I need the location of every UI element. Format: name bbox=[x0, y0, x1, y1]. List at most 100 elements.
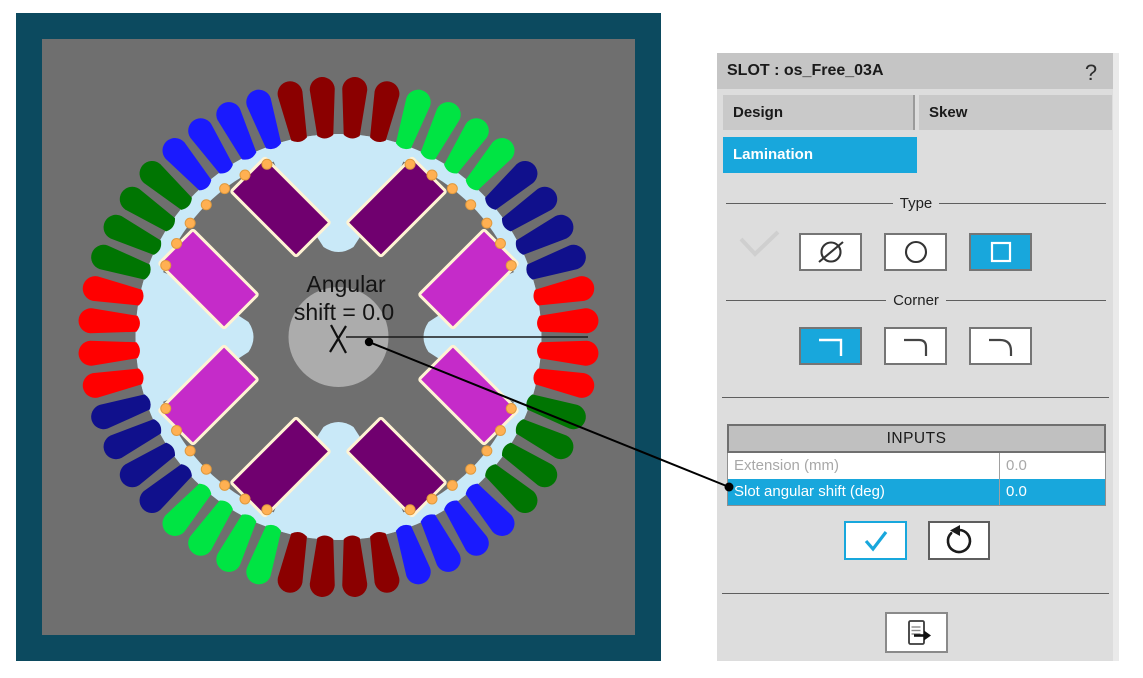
section-divider bbox=[722, 397, 1109, 398]
rotor-pole bbox=[135, 228, 259, 446]
large-fillet-corner-icon bbox=[988, 338, 1012, 356]
table-row-slot-angular-shift[interactable]: Slot angular shift (deg) 0.0 bbox=[728, 479, 1105, 505]
rotor-surface-dot bbox=[494, 425, 506, 436]
slot-dialog: SLOT : os_Free_03A ? Design Skew Laminat… bbox=[717, 53, 1119, 661]
tab-skew[interactable]: Skew bbox=[919, 95, 1112, 130]
legend-rule bbox=[939, 202, 1106, 204]
stator-slot-winding bbox=[342, 77, 368, 139]
apply-button[interactable] bbox=[844, 521, 907, 560]
rotor-surface-dot bbox=[404, 504, 416, 516]
rotor-surface-dot bbox=[404, 158, 416, 170]
export-button[interactable] bbox=[885, 612, 948, 653]
stator-slot-winding bbox=[537, 308, 599, 334]
stator-slot-winding bbox=[395, 89, 431, 150]
dialog-title: SLOT : os_Free_03A bbox=[727, 62, 884, 79]
stator-slot-winding bbox=[309, 535, 335, 597]
table-row-extension[interactable]: Extension (mm) 0.0 bbox=[728, 453, 1105, 479]
checkmark-icon bbox=[864, 530, 887, 552]
stator-slot-winding bbox=[162, 483, 212, 536]
type-section-legend: Type bbox=[726, 194, 1106, 212]
corner-sharp-button[interactable] bbox=[799, 327, 862, 365]
rotor-surface-dot bbox=[481, 217, 493, 229]
stator-slot-winding bbox=[119, 186, 175, 232]
legend-rule bbox=[726, 299, 887, 301]
rotate-ccw-icon bbox=[946, 524, 972, 553]
slot-type-none-button[interactable] bbox=[799, 233, 862, 271]
stator-slot-winding bbox=[502, 186, 558, 232]
shaft bbox=[288, 287, 389, 387]
legend-rule bbox=[945, 299, 1107, 301]
stator-slot-winding bbox=[78, 308, 140, 334]
stator-slot-winding bbox=[444, 500, 489, 556]
stator-slot-winding bbox=[188, 500, 233, 556]
tab-design[interactable]: Design bbox=[723, 95, 915, 130]
machine-cross-section bbox=[78, 77, 599, 597]
rotor-surface-dot bbox=[465, 199, 477, 211]
dialog-titlebar: SLOT : os_Free_03A ? bbox=[717, 53, 1113, 89]
square-icon bbox=[990, 241, 1011, 263]
rotor-surface-dot bbox=[481, 445, 493, 457]
inputs-table-body: Extension (mm) 0.0 Slot angular shift (d… bbox=[727, 453, 1106, 506]
inputs-table: INPUTS Extension (mm) 0.0 Slot angular s… bbox=[727, 424, 1106, 506]
slot-type-circular-button[interactable] bbox=[884, 233, 947, 271]
stator-slot-winding bbox=[82, 276, 144, 306]
tab-lamination-label: Lamination bbox=[733, 146, 814, 163]
machine-plot-window bbox=[16, 13, 661, 661]
export-document-icon bbox=[907, 619, 931, 645]
stator-slot-winding bbox=[370, 81, 400, 143]
rotor-surface-dot bbox=[239, 169, 251, 181]
rotor-surface-dot bbox=[446, 479, 458, 491]
rotor-surface-dot bbox=[200, 463, 212, 475]
stator-slot-winding bbox=[420, 102, 461, 160]
stator-slot-winding bbox=[395, 524, 431, 585]
rotor-surface-dot bbox=[505, 259, 517, 271]
inputs-table-header: INPUTS bbox=[727, 424, 1106, 453]
rotor-surface-dot bbox=[171, 238, 183, 249]
stator-slot-winding bbox=[533, 368, 595, 398]
row-label: Extension (mm) bbox=[734, 457, 840, 474]
rotor-surface-dot bbox=[219, 183, 231, 195]
reset-button[interactable] bbox=[928, 521, 990, 560]
stator-slot-winding bbox=[78, 340, 140, 366]
stator-slot-winding bbox=[119, 442, 175, 488]
tab-lamination[interactable]: Lamination bbox=[723, 137, 917, 173]
stator-slot-winding bbox=[82, 368, 144, 398]
flux-barrier-wedge bbox=[267, 134, 410, 252]
circle-icon bbox=[904, 240, 927, 264]
slot-type-rectangular-button[interactable] bbox=[969, 233, 1032, 271]
corner-section-legend: Corner bbox=[726, 291, 1107, 309]
flux-barrier-wedge bbox=[267, 422, 410, 540]
row-label: Slot angular shift (deg) bbox=[734, 483, 885, 500]
rotor-surface-dot bbox=[184, 217, 196, 229]
help-button[interactable]: ? bbox=[1084, 60, 1098, 85]
stator-slot-winding bbox=[465, 138, 515, 191]
stator-slot-winding bbox=[91, 394, 151, 430]
rotor-surface-dot bbox=[446, 183, 458, 195]
stator-slot-winding bbox=[465, 483, 515, 536]
ghost-check-watermark bbox=[739, 230, 780, 257]
corner-round-large-button[interactable] bbox=[969, 327, 1032, 365]
row-value[interactable]: 0.0 bbox=[999, 479, 1105, 505]
rotor-surface-dot bbox=[426, 169, 438, 181]
rotor-surface-dot bbox=[494, 238, 506, 249]
row-value[interactable]: 0.0 bbox=[999, 453, 1105, 479]
rotor-surface-dot bbox=[171, 425, 183, 436]
stator-slot-winding bbox=[277, 531, 307, 593]
tab-skew-label: Skew bbox=[929, 104, 968, 121]
small-fillet-corner-icon bbox=[903, 338, 927, 356]
rotor-surface-dot bbox=[505, 403, 517, 415]
corner-legend-label: Corner bbox=[893, 291, 939, 309]
stator-slot-winding bbox=[370, 531, 400, 593]
stator-slot-winding bbox=[537, 340, 599, 366]
corner-round-small-button[interactable] bbox=[884, 327, 947, 365]
stator-slot-winding bbox=[420, 514, 461, 572]
legend-rule bbox=[726, 202, 893, 204]
rotor-surface-dot bbox=[200, 199, 212, 211]
stator-slot-winding bbox=[277, 81, 307, 143]
rotor-surface-dot bbox=[160, 403, 172, 415]
type-legend-label: Type bbox=[899, 194, 933, 212]
stator-slot-winding bbox=[515, 214, 574, 255]
stator-slot-winding bbox=[342, 535, 368, 597]
stator-slot-winding bbox=[485, 160, 538, 210]
tab-design-label: Design bbox=[733, 104, 784, 121]
